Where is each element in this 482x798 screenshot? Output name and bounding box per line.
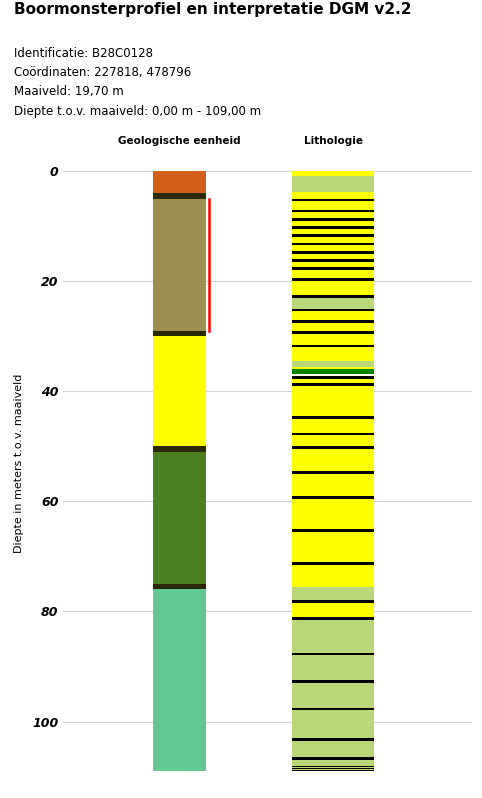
Bar xyxy=(292,385,374,416)
Text: Lithologie: Lithologie xyxy=(304,136,362,146)
Bar xyxy=(292,226,374,229)
Y-axis label: Diepte in meters t.o.v. maaiveld: Diepte in meters t.o.v. maaiveld xyxy=(14,373,24,552)
Bar xyxy=(292,710,374,738)
Bar xyxy=(292,683,374,708)
Bar xyxy=(292,741,374,757)
Bar xyxy=(153,584,206,590)
Bar xyxy=(292,708,374,710)
Bar xyxy=(292,281,374,295)
Text: Boormonsterprofiel en interpretatie DGM v2.2: Boormonsterprofiel en interpretatie DGM … xyxy=(14,2,412,18)
Text: Identificatie: B28C0128: Identificatie: B28C0128 xyxy=(14,47,153,60)
Bar xyxy=(292,246,374,251)
Bar xyxy=(292,361,374,366)
Text: Diepte t.o.v. maaiveld: 0,00 m - 109,00 m: Diepte t.o.v. maaiveld: 0,00 m - 109,00 … xyxy=(14,105,262,117)
Bar xyxy=(292,379,374,383)
Bar xyxy=(292,218,374,221)
Bar xyxy=(292,171,374,176)
Bar xyxy=(292,603,374,617)
Bar xyxy=(292,767,374,768)
Bar xyxy=(292,330,374,334)
Bar xyxy=(153,452,206,584)
Bar xyxy=(292,311,374,320)
Bar xyxy=(292,259,374,262)
Bar xyxy=(292,369,374,373)
Bar xyxy=(292,254,374,259)
Bar xyxy=(292,565,374,587)
Bar xyxy=(292,655,374,680)
Bar xyxy=(292,587,374,600)
Bar xyxy=(153,446,206,452)
Bar xyxy=(292,192,374,199)
Bar xyxy=(292,738,374,741)
Bar xyxy=(153,171,206,193)
Bar xyxy=(292,529,374,531)
Bar xyxy=(292,620,374,653)
Bar xyxy=(292,765,374,767)
Bar xyxy=(292,680,374,683)
Bar xyxy=(292,433,374,436)
Bar xyxy=(292,373,374,377)
Bar xyxy=(292,653,374,655)
Bar xyxy=(292,471,374,474)
Text: Maaiveld: 19,70 m: Maaiveld: 19,70 m xyxy=(14,85,124,98)
Bar xyxy=(292,320,374,322)
Bar xyxy=(292,279,374,281)
Bar xyxy=(292,229,374,235)
Bar xyxy=(292,436,374,446)
Bar xyxy=(292,770,374,771)
Bar xyxy=(292,562,374,565)
Bar xyxy=(292,760,374,765)
Text: Coördinaten: 227818, 478796: Coördinaten: 227818, 478796 xyxy=(14,66,192,79)
Bar xyxy=(292,600,374,603)
Bar xyxy=(292,419,374,433)
Bar xyxy=(292,298,374,309)
Bar xyxy=(292,449,374,471)
Bar xyxy=(292,496,374,499)
Bar xyxy=(292,176,374,192)
Bar xyxy=(292,309,374,311)
Bar xyxy=(292,221,374,226)
Bar xyxy=(292,212,374,218)
Bar xyxy=(292,237,374,243)
Bar xyxy=(292,769,374,770)
Bar xyxy=(292,347,374,361)
Bar xyxy=(292,499,374,529)
Bar xyxy=(153,336,206,446)
Bar xyxy=(292,757,374,760)
Bar xyxy=(292,531,374,562)
Bar xyxy=(153,330,206,336)
Bar xyxy=(292,243,374,246)
Bar xyxy=(292,199,374,201)
Bar xyxy=(292,235,374,237)
Bar xyxy=(292,201,374,210)
Bar xyxy=(292,474,374,496)
Bar xyxy=(292,446,374,449)
Bar xyxy=(292,366,374,369)
Bar xyxy=(292,416,374,419)
Bar xyxy=(292,768,374,769)
Bar xyxy=(292,322,374,330)
Bar xyxy=(292,262,374,267)
Bar xyxy=(292,377,374,379)
Bar xyxy=(153,193,206,199)
Bar xyxy=(292,334,374,345)
Bar xyxy=(153,590,206,771)
Bar xyxy=(153,199,206,330)
Bar xyxy=(292,267,374,271)
Bar xyxy=(292,295,374,298)
Bar xyxy=(292,251,374,254)
Text: Geologische eenheid: Geologische eenheid xyxy=(118,136,241,146)
Bar xyxy=(292,383,374,385)
Bar xyxy=(292,210,374,212)
Bar xyxy=(292,617,374,620)
Bar xyxy=(292,345,374,347)
Bar xyxy=(292,271,374,279)
